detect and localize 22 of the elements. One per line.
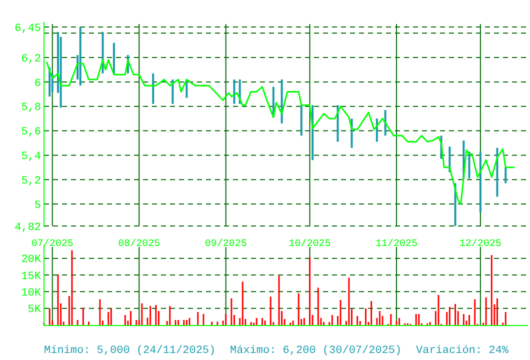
y-tick-label: 5,4 xyxy=(21,151,42,164)
x-tick-label: 12/2025 xyxy=(459,238,502,250)
text: Máximo: 6,200 (30/07/2025) xyxy=(230,345,402,357)
x-tick-label: 08/2025 xyxy=(118,238,160,250)
y-tick-label: 15K xyxy=(21,270,42,283)
x-tick-label: 09/2025 xyxy=(204,238,247,250)
y-tick-label: 5,8 xyxy=(21,102,41,114)
y-tick-label: 5,2 xyxy=(21,175,41,188)
y-tick-label: 6,45 xyxy=(14,22,41,35)
x-tick-label: 11/2025 xyxy=(376,238,418,250)
y-tick-label: 4,82 xyxy=(14,222,41,234)
y-tick-label: 6,2 xyxy=(21,53,41,66)
text: Mínimo: 5,000 (24/11/2025) xyxy=(44,345,216,357)
y-tick-label: 20K xyxy=(21,254,42,266)
text: Variación: 24% xyxy=(416,345,509,357)
y-tick-label: 5K xyxy=(28,304,42,316)
y-tick-label: 10K xyxy=(21,288,42,300)
y-tick-label: 6 xyxy=(34,78,41,90)
y-tick-label: 5,6 xyxy=(21,126,41,139)
x-tick-label: 10/2025 xyxy=(288,238,331,250)
x-tick-label: 07/2025 xyxy=(31,238,74,250)
y-tick-label: 5 xyxy=(34,200,41,212)
